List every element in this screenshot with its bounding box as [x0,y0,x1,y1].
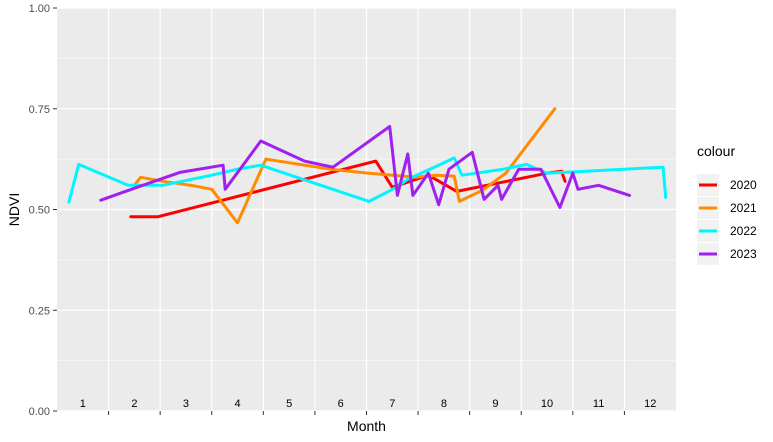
legend-label-2023: 2023 [730,247,757,261]
month-label: 12 [644,398,656,410]
month-label: 9 [492,398,498,410]
legend-label-2022: 2022 [730,224,757,238]
y-tick-label: 0.75 [29,104,50,116]
month-label: 4 [234,398,240,410]
month-label: 3 [183,398,189,410]
y-axis: 0.00 0.25 0.50 0.75 1.00 [29,3,57,418]
y-tick-label: 0.50 [29,205,50,217]
legend-label-2020: 2020 [730,178,757,192]
x-axis-title: Month [347,418,386,434]
y-tick-label: 0.00 [29,406,50,418]
series-lines [67,107,668,225]
series-line-2021 [132,107,557,225]
legend: colour 2020 2021 2022 2023 [697,143,757,265]
y-axis-title: NDVI [6,193,22,226]
series-line-2023 [99,125,632,209]
y-tick-label: 1.00 [29,3,50,15]
y-tick-label: 0.25 [29,305,50,317]
month-label: 11 [593,398,604,410]
month-label: 10 [541,398,553,410]
month-label: 8 [441,398,447,410]
month-labels: 1 2 3 4 5 6 7 8 9 10 11 12 [80,398,657,410]
x-axis [108,411,625,415]
month-label: 7 [389,398,395,410]
month-label: 1 [80,398,86,410]
month-label: 2 [131,398,137,410]
major-gridlines [57,7,676,412]
legend-label-2021: 2021 [730,201,757,215]
month-label: 5 [286,398,292,410]
month-label: 6 [338,398,344,410]
legend-title: colour [697,143,735,159]
